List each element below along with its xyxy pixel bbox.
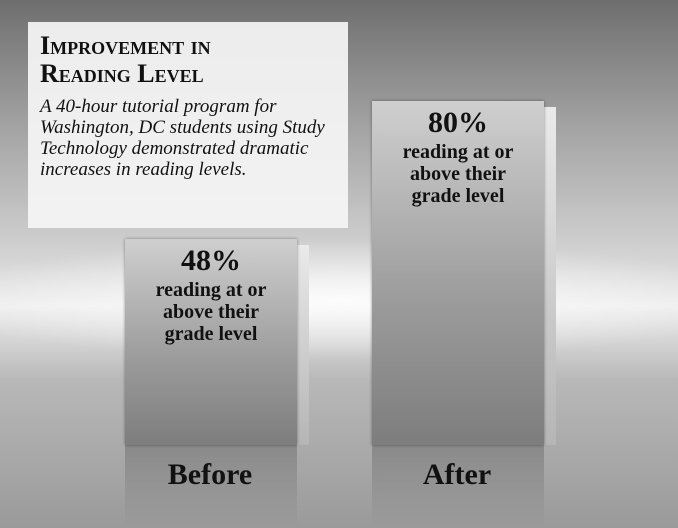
bar: 48% reading at or above their grade level xyxy=(125,238,297,445)
value-note: reading at or above their grade level xyxy=(155,278,267,345)
value-label: 48% xyxy=(181,243,241,277)
chart-subtitle: A 40-hour tutorial program for Washingto… xyxy=(40,96,325,180)
bar-reflection xyxy=(125,445,297,528)
category-label: After xyxy=(422,458,492,491)
chart-title: Improvement in Reading Level xyxy=(40,31,211,88)
bar: 80% reading at or above their grade level xyxy=(372,101,544,445)
bar-reflection xyxy=(372,445,544,528)
bar-side xyxy=(297,244,309,445)
value-label: 80% xyxy=(428,106,488,139)
bar-text: 80% reading at or above their grade level xyxy=(372,106,544,208)
category-label: Before xyxy=(167,458,253,491)
bar-side xyxy=(544,107,556,445)
value-note: reading at or above their grade level xyxy=(402,141,514,207)
bar-text: 48% reading at or above their grade level xyxy=(125,243,297,345)
title-box: Improvement in Reading Level A 40-hour t… xyxy=(28,22,348,228)
